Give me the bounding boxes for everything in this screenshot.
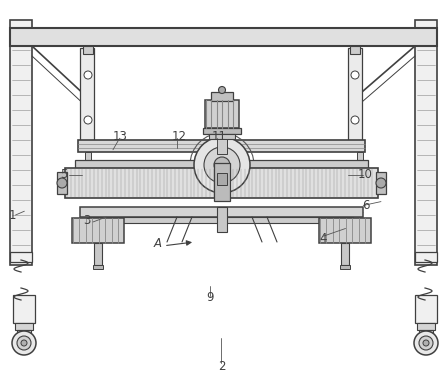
Text: 3: 3 bbox=[83, 214, 90, 227]
Circle shape bbox=[17, 336, 31, 350]
Circle shape bbox=[84, 116, 92, 124]
Bar bbox=[217, 139, 227, 154]
Bar bbox=[83, 46, 93, 54]
Bar bbox=[80, 207, 363, 217]
Bar bbox=[415, 295, 437, 323]
Circle shape bbox=[419, 336, 433, 350]
Text: 11: 11 bbox=[212, 130, 227, 143]
Bar bbox=[211, 92, 233, 101]
Bar bbox=[85, 152, 91, 160]
Circle shape bbox=[351, 71, 359, 79]
Bar bbox=[10, 252, 32, 262]
Bar bbox=[10, 20, 32, 265]
Circle shape bbox=[214, 157, 230, 173]
Text: 4: 4 bbox=[320, 232, 327, 245]
Bar bbox=[419, 330, 433, 335]
Text: A: A bbox=[153, 237, 161, 250]
Bar bbox=[65, 168, 378, 198]
Text: 2: 2 bbox=[218, 360, 225, 373]
Bar bbox=[214, 163, 230, 201]
Bar bbox=[10, 28, 437, 46]
Bar bbox=[93, 265, 103, 269]
Bar bbox=[415, 252, 437, 262]
Bar bbox=[340, 265, 350, 269]
Text: 5: 5 bbox=[61, 168, 68, 181]
Text: 13: 13 bbox=[112, 130, 127, 143]
Text: 12: 12 bbox=[172, 130, 187, 143]
Bar bbox=[72, 218, 124, 243]
Bar bbox=[417, 323, 435, 330]
Text: 1: 1 bbox=[9, 209, 16, 222]
Bar bbox=[13, 295, 35, 323]
Circle shape bbox=[204, 147, 240, 183]
Circle shape bbox=[376, 178, 386, 188]
Bar bbox=[217, 207, 227, 232]
Bar bbox=[376, 172, 386, 194]
Bar bbox=[357, 152, 363, 160]
Bar bbox=[220, 152, 226, 160]
Circle shape bbox=[21, 340, 27, 346]
Bar bbox=[78, 140, 365, 152]
Circle shape bbox=[194, 137, 250, 193]
Bar bbox=[415, 20, 437, 265]
Circle shape bbox=[84, 71, 92, 79]
Bar bbox=[348, 48, 362, 148]
Bar bbox=[80, 48, 94, 148]
Bar bbox=[17, 330, 31, 335]
Bar bbox=[341, 243, 349, 265]
Bar bbox=[319, 218, 371, 243]
Bar bbox=[57, 172, 67, 194]
Bar bbox=[15, 323, 33, 330]
Circle shape bbox=[218, 86, 225, 93]
Text: 9: 9 bbox=[207, 291, 214, 304]
Bar bbox=[217, 173, 227, 185]
Circle shape bbox=[57, 178, 67, 188]
Circle shape bbox=[12, 331, 36, 355]
Bar bbox=[350, 46, 360, 54]
Bar bbox=[90, 217, 353, 223]
Bar bbox=[75, 160, 368, 168]
Text: 6: 6 bbox=[362, 199, 369, 212]
Circle shape bbox=[414, 331, 438, 355]
Circle shape bbox=[351, 116, 359, 124]
Bar bbox=[209, 134, 235, 139]
Bar bbox=[94, 243, 102, 265]
Circle shape bbox=[423, 340, 429, 346]
Bar bbox=[205, 100, 239, 128]
Text: 10: 10 bbox=[358, 168, 373, 181]
Bar bbox=[203, 128, 241, 134]
